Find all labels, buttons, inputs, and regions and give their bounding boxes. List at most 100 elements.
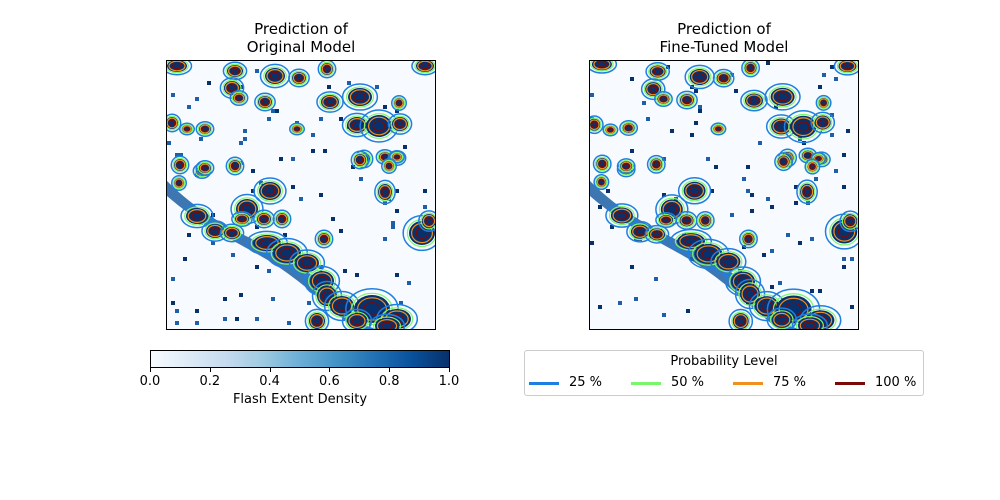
heatmap-cell [319,117,323,121]
probability-contour [836,61,858,74]
probability-contour [648,157,664,172]
probability-contour [804,158,821,175]
probability-contour [229,160,241,172]
probability-contour [749,96,759,105]
heatmap-cell [846,129,850,133]
probability-contour [390,151,404,163]
storm-cell [259,63,291,89]
probability-contour [288,68,310,88]
probability-contour [312,316,322,326]
probability-contour [372,120,386,132]
probability-contour [620,161,632,171]
probability-contour [776,92,789,102]
heatmap-cell [842,153,846,157]
probability-contour [695,211,715,230]
storm-cell [593,174,610,191]
probability-contour [677,176,712,205]
probability-contour [171,175,187,191]
probability-contour [810,111,836,134]
density-core [259,182,281,200]
probability-contour [387,113,413,135]
probability-contour [653,90,673,107]
heatmap-cell [698,105,702,109]
legend-line-swatch [835,382,865,385]
heatmap-cell [343,269,347,273]
probability-contour [372,316,402,329]
heatmap-cell [598,305,602,309]
density-core [347,117,367,133]
probability-contour [683,96,691,104]
probability-contour [646,82,661,96]
heatmap-cell [730,213,734,217]
probability-contour [676,90,698,110]
heatmap-cell [211,241,215,245]
probability-contour [317,61,337,79]
density-core [790,115,817,138]
probability-contour [701,217,709,224]
heatmap-cell [698,109,702,113]
probability-contour [607,127,614,133]
heatmap-cell [231,253,235,257]
probability-contour [841,212,858,230]
probability-contour [818,118,827,127]
probability-contour [310,314,325,329]
storm-cell [684,64,715,90]
heatmap-cell [686,309,690,313]
probability-contour [598,160,606,168]
storm-cell [804,158,821,175]
heatmap-cell [199,137,203,141]
heatmap-cell [395,109,399,113]
storm-cell [783,110,823,144]
colorbar-tick [389,368,391,372]
heatmap-cell [842,257,846,261]
probability-contour [799,318,821,329]
probability-contour [425,217,433,225]
probability-contour [842,62,853,70]
heatmap-cell [798,241,802,245]
storm-cell [619,119,639,136]
probability-contour [660,96,667,102]
probability-contour [319,61,335,77]
storm-cell [381,158,397,174]
probability-contour [743,92,765,110]
heatmap-cell [175,309,179,313]
density-core [330,296,354,316]
density-core [392,117,408,131]
heatmap-cell [654,277,658,281]
probability-contour [394,98,404,108]
probability-contour [280,247,294,259]
probability-contour [257,180,283,202]
heatmap-cell [618,301,622,305]
storm-cell [710,122,727,136]
heatmap-cell [347,81,351,85]
heatmap-cell [634,297,638,301]
heatmap-cell [255,265,259,269]
heatmap-cell [630,77,634,81]
probability-contour [804,152,812,159]
probability-contour [833,61,858,76]
density-core [683,181,706,200]
probability-contour [685,182,704,199]
density-core [366,115,392,137]
probability-contour [718,253,739,270]
fine-tuned-model-plot [590,61,858,329]
probability-contour [810,152,827,166]
probability-contour [715,126,722,132]
heatmap-cell [766,197,770,201]
storm-cell [272,209,292,229]
probability-contour [422,214,435,228]
heatmap-cell [291,185,295,189]
density-core [771,118,792,135]
storm-cell [590,115,604,135]
probability-contour [292,72,306,84]
density-core [378,184,392,200]
heatmap-cell [810,237,814,241]
probability-contour [230,67,240,75]
probability-contour [844,215,857,228]
heatmap-cell [195,97,199,101]
storm-cell [304,308,330,329]
probability-contour [276,213,288,225]
probability-contour [714,251,743,273]
heatmap-cell [814,177,818,181]
colorbar-tick-label: 0.4 [259,374,280,389]
